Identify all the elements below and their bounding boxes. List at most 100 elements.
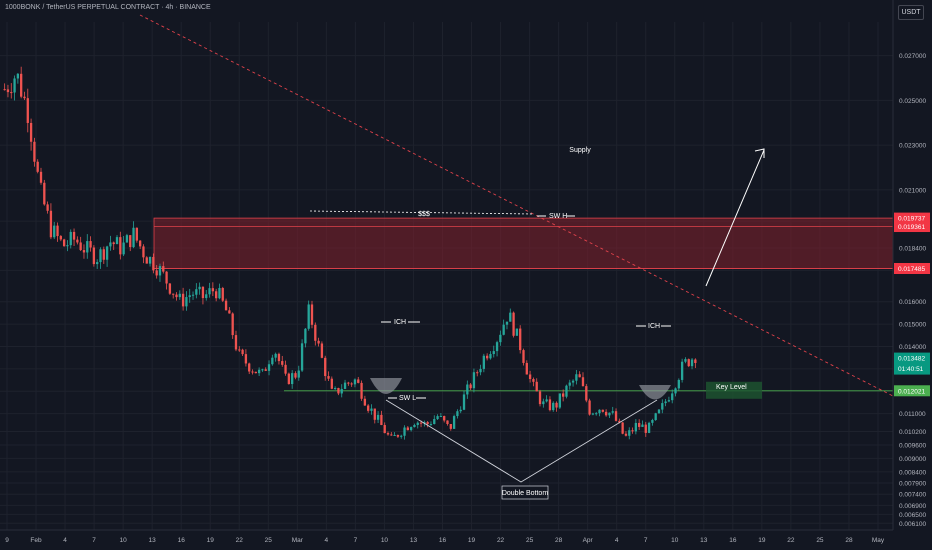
candle-body bbox=[208, 288, 211, 295]
y-tick-label: 0.027000 bbox=[899, 53, 926, 60]
liquidity-line bbox=[309, 210, 534, 215]
candle-body bbox=[350, 383, 353, 385]
candle-body bbox=[56, 225, 59, 237]
candle-body bbox=[674, 388, 677, 394]
currency-button[interactable]: USDT bbox=[898, 5, 924, 20]
y-tick-label: 0.006100 bbox=[899, 521, 926, 528]
candle-body bbox=[320, 343, 324, 358]
x-tick-label: May bbox=[872, 537, 885, 544]
price-label-countdown: 01:40:51 bbox=[898, 366, 924, 373]
candle-body bbox=[317, 340, 320, 344]
candle-body bbox=[178, 293, 181, 298]
candle-body bbox=[532, 379, 535, 382]
candle-body bbox=[667, 400, 671, 402]
candle-body bbox=[482, 355, 485, 369]
candle-body bbox=[568, 382, 571, 386]
candle-body bbox=[423, 422, 426, 424]
y-tick-label: 0.015000 bbox=[899, 322, 926, 329]
candle-body bbox=[215, 291, 218, 299]
candle-body bbox=[456, 411, 459, 417]
candle-body bbox=[221, 288, 224, 301]
x-tick-label: 4 bbox=[615, 537, 619, 544]
supply-label: Supply bbox=[569, 147, 591, 154]
candle-body bbox=[578, 374, 581, 378]
candle-body bbox=[641, 424, 644, 427]
candle-body bbox=[694, 359, 697, 364]
candle-body bbox=[479, 368, 482, 373]
candle-body bbox=[687, 359, 690, 367]
candle-body bbox=[13, 78, 16, 93]
candle-body bbox=[416, 422, 419, 426]
candle-body bbox=[29, 122, 33, 142]
candle-body bbox=[274, 353, 277, 358]
price-label-box bbox=[894, 385, 930, 397]
candle-body bbox=[509, 312, 512, 322]
candle-body bbox=[380, 414, 383, 426]
candle-body bbox=[565, 385, 568, 397]
candle-body bbox=[238, 349, 241, 351]
candle-body bbox=[23, 96, 26, 99]
candle-body bbox=[3, 89, 6, 91]
candle-body bbox=[638, 422, 641, 427]
x-tick-label: 10 bbox=[120, 537, 128, 544]
y-tick-label: 0.021000 bbox=[899, 187, 926, 194]
candle-body bbox=[145, 257, 148, 264]
x-tick-label: 22 bbox=[236, 537, 244, 544]
candle-body bbox=[505, 321, 509, 325]
candle-body bbox=[175, 294, 178, 298]
price-label-box bbox=[894, 352, 930, 375]
candle-body bbox=[528, 374, 532, 380]
candle-body bbox=[690, 359, 694, 367]
candle-body bbox=[419, 422, 423, 424]
y-tick-label: 0.023000 bbox=[899, 143, 926, 150]
candle-body bbox=[343, 382, 347, 389]
candle-body bbox=[59, 236, 62, 240]
x-tick-label: 22 bbox=[497, 537, 505, 544]
candle-body bbox=[79, 242, 82, 251]
candle-body bbox=[115, 237, 119, 245]
candle-body bbox=[604, 411, 608, 416]
candle-body bbox=[330, 378, 333, 389]
candle-body bbox=[20, 73, 23, 97]
candle-body bbox=[162, 266, 165, 272]
candle-body bbox=[105, 246, 109, 260]
x-tick-label: 4 bbox=[63, 537, 67, 544]
double-bottom-box bbox=[501, 485, 549, 500]
candle-body bbox=[591, 413, 595, 415]
candle-body bbox=[680, 361, 684, 380]
candle-body bbox=[353, 379, 357, 385]
candle-body bbox=[429, 424, 433, 426]
candle-body bbox=[261, 369, 264, 371]
candle-body bbox=[181, 293, 185, 307]
candle-body bbox=[631, 430, 634, 432]
target-arrow-head bbox=[754, 148, 765, 158]
candle-body bbox=[439, 416, 443, 418]
candle-body bbox=[555, 402, 558, 408]
candle-body bbox=[33, 141, 36, 162]
candle-body bbox=[647, 422, 651, 433]
candle-body bbox=[138, 240, 142, 247]
candle-body bbox=[677, 379, 680, 389]
candle-body bbox=[307, 304, 310, 329]
candle-body bbox=[426, 422, 429, 425]
candle-body bbox=[165, 271, 168, 284]
candle-body bbox=[390, 434, 393, 436]
candle-body bbox=[671, 393, 674, 401]
candle-body bbox=[96, 262, 99, 265]
liquidity-label: $$$ bbox=[418, 211, 430, 218]
candle-body bbox=[595, 413, 598, 415]
candle-body bbox=[26, 98, 29, 123]
candle-body bbox=[66, 245, 69, 247]
candle-body bbox=[525, 362, 528, 375]
candle-body bbox=[291, 373, 294, 385]
x-tick-label: 10 bbox=[381, 537, 389, 544]
candle-body bbox=[462, 394, 466, 410]
candle-body bbox=[396, 434, 400, 437]
candle-body bbox=[122, 242, 125, 255]
candle-body bbox=[684, 359, 687, 362]
ich-2-label: ICH bbox=[648, 323, 660, 330]
candle-body bbox=[168, 283, 172, 294]
candle-body bbox=[62, 239, 66, 247]
candle-body bbox=[370, 408, 373, 411]
